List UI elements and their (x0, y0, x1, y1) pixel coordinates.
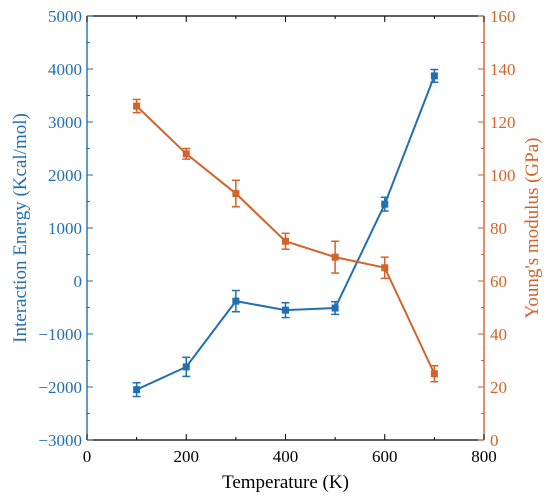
x-tick-label: 200 (174, 447, 200, 466)
data-point (232, 190, 240, 198)
y-right-tick-label: 80 (490, 219, 507, 238)
y-left-tick-label: 2000 (48, 166, 82, 185)
x-axis-title: Temperature (K) (222, 472, 349, 493)
x-tick-label: 800 (471, 447, 497, 466)
y-right-axis-title: Young's modulus (GPa) (522, 138, 543, 319)
y-left-tick-label: 4000 (48, 60, 82, 79)
series-left (132, 68, 439, 398)
y-right-tick-label: 20 (490, 378, 507, 397)
axes: 0 200 400 600 800−3000−2000−1000010002000300… (38, 7, 515, 466)
y-right-tick-label: 100 (490, 166, 516, 185)
y-left-tick-label: 0 (74, 272, 83, 291)
y-left-tick-label: −3000 (38, 431, 82, 450)
data-point (182, 150, 190, 158)
y-right-tick-label: 0 (490, 431, 499, 450)
series-right (132, 98, 439, 383)
data-point (381, 200, 389, 208)
data-point (282, 237, 289, 245)
data-point (133, 102, 141, 110)
data-point (232, 297, 240, 305)
y-left-tick-label: 5000 (48, 7, 82, 26)
y-left-axis-title: Interaction Energy (Kcal/mol) (10, 113, 31, 343)
data-point (430, 370, 438, 378)
y-left-tick-label: −2000 (38, 378, 82, 397)
y-right-tick-label: 160 (490, 7, 516, 26)
data-point (133, 386, 141, 394)
x-tick-label: 0 (83, 447, 92, 466)
y-right-tick-label: 60 (490, 272, 507, 291)
y-left-tick-label: −1000 (38, 325, 82, 344)
data-point (331, 253, 339, 261)
x-tick-label: 400 (273, 447, 299, 466)
x-tick-label: 600 (372, 447, 398, 466)
y-right-tick-label: 40 (490, 325, 507, 344)
series-layer (132, 68, 439, 398)
data-point (381, 264, 389, 272)
y-right-tick-label: 140 (490, 60, 516, 79)
data-point (182, 363, 190, 371)
y-right-tick-label: 120 (490, 113, 516, 132)
y-left-tick-label: 3000 (48, 113, 82, 132)
data-point (282, 306, 289, 314)
data-point (331, 304, 339, 312)
data-point (430, 72, 438, 80)
y-left-tick-label: 1000 (48, 219, 82, 238)
